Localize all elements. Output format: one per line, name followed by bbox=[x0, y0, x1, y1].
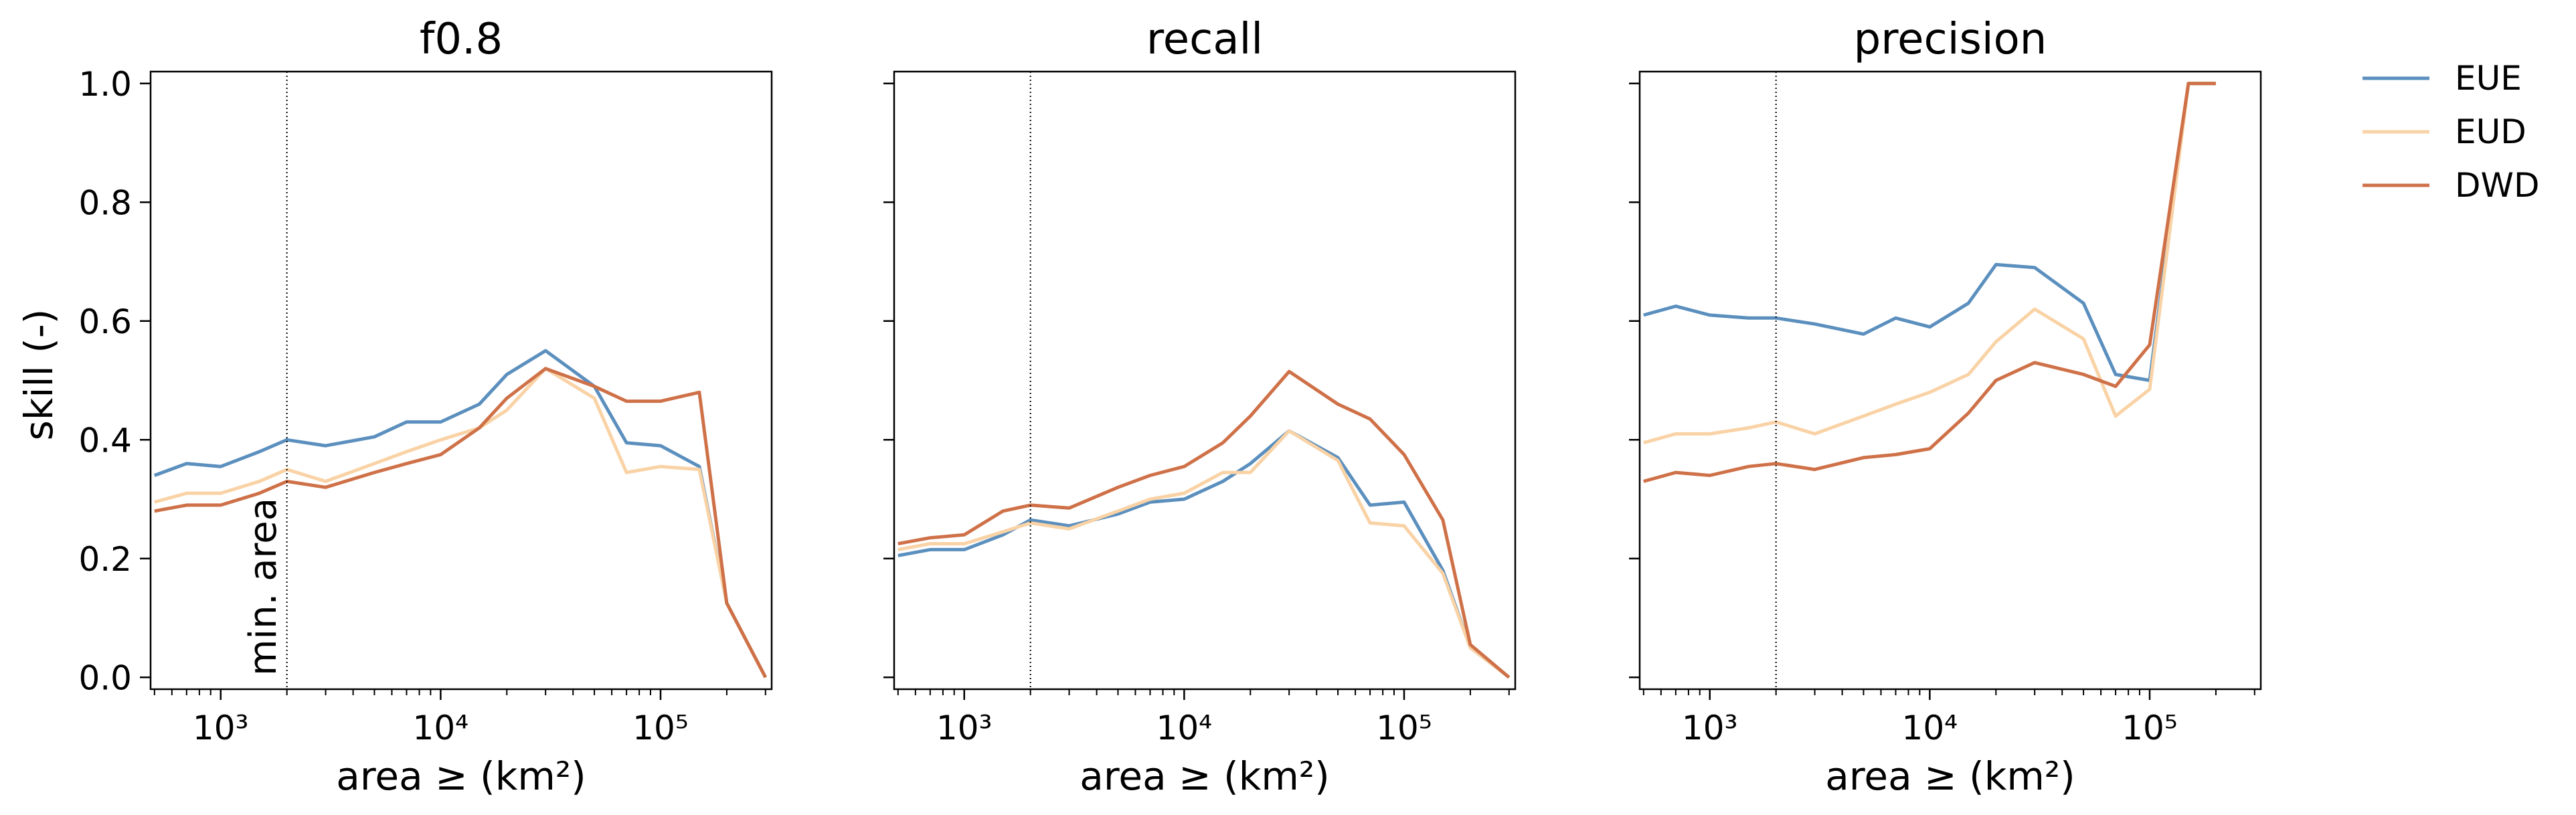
panel-precision: precision 10³ 10⁴ 10⁵ area ≥ (km²) bbox=[1629, 15, 2262, 799]
x-axis-label: area ≥ (km²) bbox=[336, 753, 586, 799]
plot-frame bbox=[1638, 70, 2262, 691]
y-axis-label: skill (-) bbox=[16, 309, 62, 441]
y-tick-label: 0.8 bbox=[78, 183, 132, 222]
series-line-eud bbox=[154, 367, 768, 678]
series-line-eue bbox=[153, 349, 768, 678]
x-axis-label: area ≥ (km²) bbox=[1080, 753, 1329, 799]
y-tick-label: 0.2 bbox=[78, 540, 132, 579]
series-line-dwd bbox=[897, 369, 1511, 679]
series-line-dwd bbox=[154, 367, 768, 678]
panel-f08: f0.8 10³ 10⁴ 10⁵ 0.0 0.2 0.4 0.6 0.8 1.0 area ≥ … bbox=[16, 15, 773, 799]
series-layer bbox=[153, 349, 768, 678]
legend-label-eue: EUE bbox=[2455, 59, 2522, 98]
panel-title: f0.8 bbox=[420, 15, 503, 64]
tick-layer: 10³ 10⁴ 10⁵ bbox=[883, 82, 1510, 747]
x-tick-label: 10³ bbox=[936, 709, 993, 747]
x-tick-label: 10³ bbox=[193, 709, 249, 747]
plot-frame bbox=[149, 70, 773, 691]
y-tick-label: 0.0 bbox=[78, 658, 132, 697]
x-tick-label: 10⁴ bbox=[1902, 709, 1958, 747]
legend-label-eud: EUD bbox=[2455, 112, 2526, 151]
tick-layer: 10³ 10⁴ 10⁵ 0.0 0.2 0.4 0.6 0.8 1.0 bbox=[78, 65, 766, 747]
series-line-eud bbox=[1643, 82, 2216, 445]
x-tick-label: 10⁵ bbox=[2122, 709, 2178, 747]
series-line-dwd bbox=[1643, 82, 2216, 483]
x-tick-label: 10⁵ bbox=[632, 709, 689, 747]
x-axis-label: area ≥ (km²) bbox=[1825, 753, 2075, 799]
series-line-eue bbox=[1643, 82, 2216, 382]
y-tick-label: 1.0 bbox=[78, 65, 132, 104]
x-tick-label: 10⁵ bbox=[1376, 709, 1432, 747]
series-line-eue bbox=[897, 429, 1511, 679]
x-tick-label: 10⁴ bbox=[413, 709, 469, 747]
legend-label-dwd: DWD bbox=[2455, 166, 2539, 205]
y-tick-label: 0.6 bbox=[78, 302, 132, 341]
panel-recall: recall 10³ 10⁴ 10⁵ area ≥ (km²) bbox=[883, 15, 1517, 799]
x-tick-label: 10³ bbox=[1682, 709, 1738, 747]
panel-title: precision bbox=[1854, 15, 2047, 64]
x-tick-label: 10⁴ bbox=[1156, 709, 1213, 747]
series-layer bbox=[1643, 82, 2216, 483]
min-area-label: min. area bbox=[242, 498, 285, 676]
tick-layer: 10³ 10⁴ 10⁵ bbox=[1629, 82, 2255, 747]
series-layer bbox=[897, 369, 1511, 679]
series-line-eud bbox=[897, 429, 1511, 679]
plot-frame bbox=[893, 70, 1517, 691]
panel-title: recall bbox=[1146, 15, 1263, 64]
y-tick-label: 0.4 bbox=[78, 421, 132, 460]
legend: EUE EUD DWD bbox=[2363, 59, 2539, 205]
